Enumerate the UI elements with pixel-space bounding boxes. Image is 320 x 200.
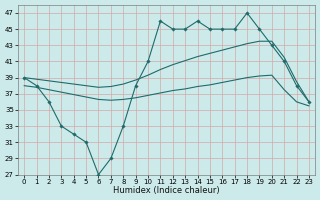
X-axis label: Humidex (Indice chaleur): Humidex (Indice chaleur) — [113, 186, 220, 195]
